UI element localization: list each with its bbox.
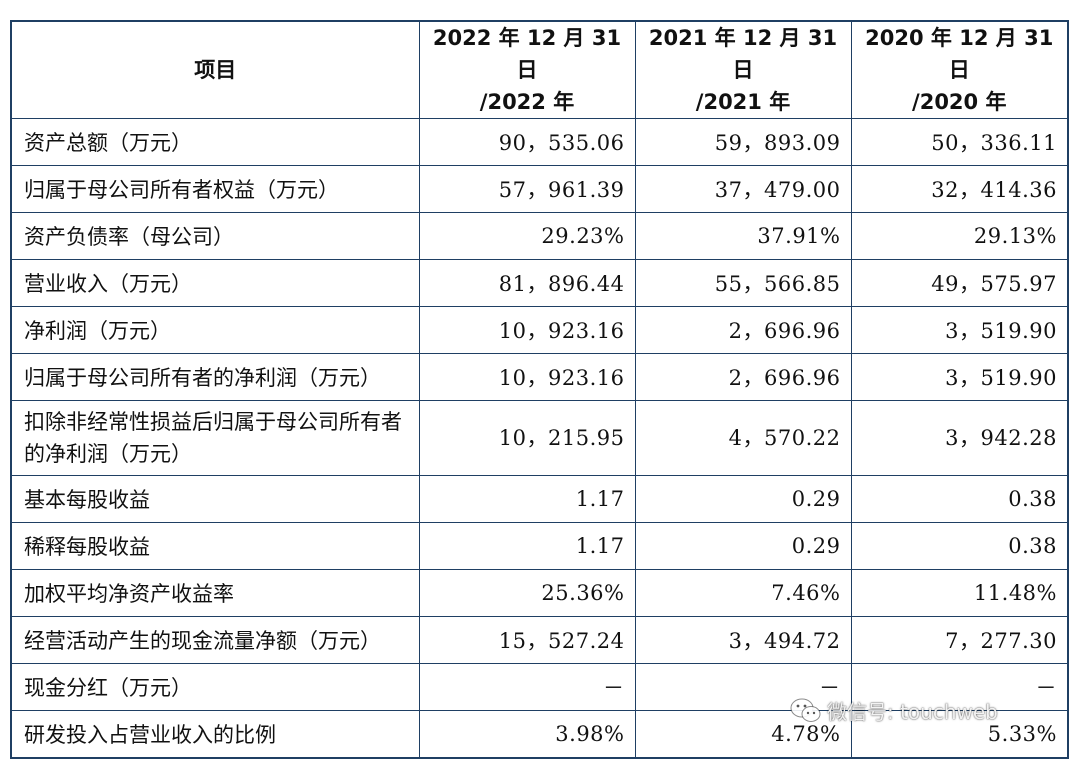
value-2022: 15，527.24	[418, 616, 636, 664]
row-label: 研发投入占营业收入的比例	[10, 710, 420, 759]
watermark-text: 微信号: touchweb	[827, 700, 998, 724]
table-row: 扣除非经常性损益后归属于母公司所有者的净利润（万元） 10，215.95 4，570…	[10, 400, 1069, 476]
value-2022: 1.17	[418, 522, 636, 570]
value-2021: 55，566.85	[634, 259, 852, 307]
table-row: 归属于母公司所有者的净利润（万元） 10，923.16 2，696.96 3，519.…	[10, 353, 1069, 401]
value-2020: 0.38	[850, 522, 1069, 570]
value-2020: 5.33%	[850, 710, 1069, 759]
table-header-row: 项目 2022 年 12 月 31 日/2022 年 2021 年 12 月 3…	[10, 20, 1069, 119]
value-2022: 3.98%	[418, 710, 636, 759]
value-2021: 59，893.09	[634, 118, 852, 166]
table-row: 资产负债率（母公司） 29.23% 37.91% 29.13%	[10, 212, 1069, 260]
table-row: 资产总额（万元） 90，535.06 59，893.09 50，336.11	[10, 118, 1069, 166]
value-2022: 1.17	[418, 475, 636, 523]
value-2022: 10，923.16	[418, 306, 636, 354]
row-label: 资产负债率（母公司）	[10, 212, 420, 260]
value-2020: 32，414.36	[850, 165, 1069, 213]
table-row: 加权平均净资产收益率 25.36% 7.46% 11.48%	[10, 569, 1069, 617]
value-2022: 81，896.44	[418, 259, 636, 307]
table-row: 营业收入（万元） 81，896.44 55，566.85 49，575.97	[10, 259, 1069, 307]
value-2022: 10，215.95	[418, 400, 636, 476]
value-2020: 11.48%	[850, 569, 1069, 617]
value-2022: 25.36%	[418, 569, 636, 617]
value-2020: 0.38	[850, 475, 1069, 523]
value-2022: 29.23%	[418, 212, 636, 260]
row-label: 净利润（万元）	[10, 306, 420, 354]
header-2020: 2020 年 12 月 31 日/2020 年	[850, 20, 1069, 119]
row-label: 加权平均净资产收益率	[10, 569, 420, 617]
wechat-icon	[789, 697, 823, 725]
value-2021: 2，696.96	[634, 353, 852, 401]
table-row: 现金分红（万元）－－－	[10, 663, 1069, 711]
table-row: 研发投入占营业收入的比例 3.98% 4.78% 5.33%	[10, 710, 1069, 759]
table-row: 基本每股收益 1.17 0.29 0.38	[10, 475, 1069, 523]
value-2020: 49，575.97	[850, 259, 1069, 307]
value-2021: 4，570.22	[634, 400, 852, 476]
value-2021: 3，494.72	[634, 616, 852, 664]
row-label: 基本每股收益	[10, 475, 420, 523]
value-2022: 10，923.16	[418, 353, 636, 401]
value-2022: －	[418, 663, 636, 711]
row-label: 资产总额（万元）	[10, 118, 420, 166]
value-2021: 0.29	[634, 522, 852, 570]
value-2020: 50，336.11	[850, 118, 1069, 166]
table-row: 净利润（万元） 10，923.16 2，696.96 3，519.90	[10, 306, 1069, 354]
value-2020: －	[850, 663, 1069, 711]
value-2021: 37.91%	[634, 212, 852, 260]
value-2020: 29.13%	[850, 212, 1069, 260]
value-2021: 2，696.96	[634, 306, 852, 354]
value-2020: 7，277.30	[850, 616, 1069, 664]
row-label: 归属于母公司所有者的净利润（万元）	[10, 353, 420, 401]
table-row: 归属于母公司所有者权益（万元） 57，961.39 37，479.00 32，414.…	[10, 165, 1069, 213]
row-label: 稀释每股收益	[10, 522, 420, 570]
header-2022: 2022 年 12 月 31 日/2022 年	[418, 20, 636, 119]
wechat-watermark: 微信号: touchweb	[789, 696, 998, 725]
value-2021: 37，479.00	[634, 165, 852, 213]
financial-table-container: 项目 2022 年 12 月 31 日/2022 年 2021 年 12 月 3…	[10, 20, 1069, 759]
table-row: 稀释每股收益 1.17 0.29 0.38	[10, 522, 1069, 570]
row-label: 扣除非经常性损益后归属于母公司所有者的净利润（万元）	[10, 400, 420, 476]
row-label: 营业收入（万元）	[10, 259, 420, 307]
row-label: 现金分红（万元）	[10, 663, 420, 711]
value-2020: 3，942.28	[850, 400, 1069, 476]
row-label: 归属于母公司所有者权益（万元）	[10, 165, 420, 213]
value-2022: 90，535.06	[418, 118, 636, 166]
value-2021: 7.46%	[634, 569, 852, 617]
value-2020: 3，519.90	[850, 306, 1069, 354]
financial-indicators-table: 项目 2022 年 12 月 31 日/2022 年 2021 年 12 月 3…	[10, 20, 1069, 759]
value-2022: 57，961.39	[418, 165, 636, 213]
row-label: 经营活动产生的现金流量净额（万元）	[10, 616, 420, 664]
value-2020: 3，519.90	[850, 353, 1069, 401]
table-row: 经营活动产生的现金流量净额（万元） 15，527.24 3，494.72 7，277.…	[10, 616, 1069, 664]
value-2021: 0.29	[634, 475, 852, 523]
header-2021: 2021 年 12 月 31 日/2021 年	[634, 20, 852, 119]
header-item: 项目	[10, 20, 420, 119]
